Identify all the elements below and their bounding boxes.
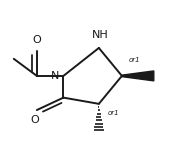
Text: N: N xyxy=(51,71,59,81)
Text: or1: or1 xyxy=(108,110,119,116)
Text: O: O xyxy=(31,115,39,125)
Text: O: O xyxy=(32,35,41,45)
Text: NH: NH xyxy=(92,30,109,40)
Polygon shape xyxy=(122,71,154,81)
Text: or1: or1 xyxy=(129,57,141,63)
